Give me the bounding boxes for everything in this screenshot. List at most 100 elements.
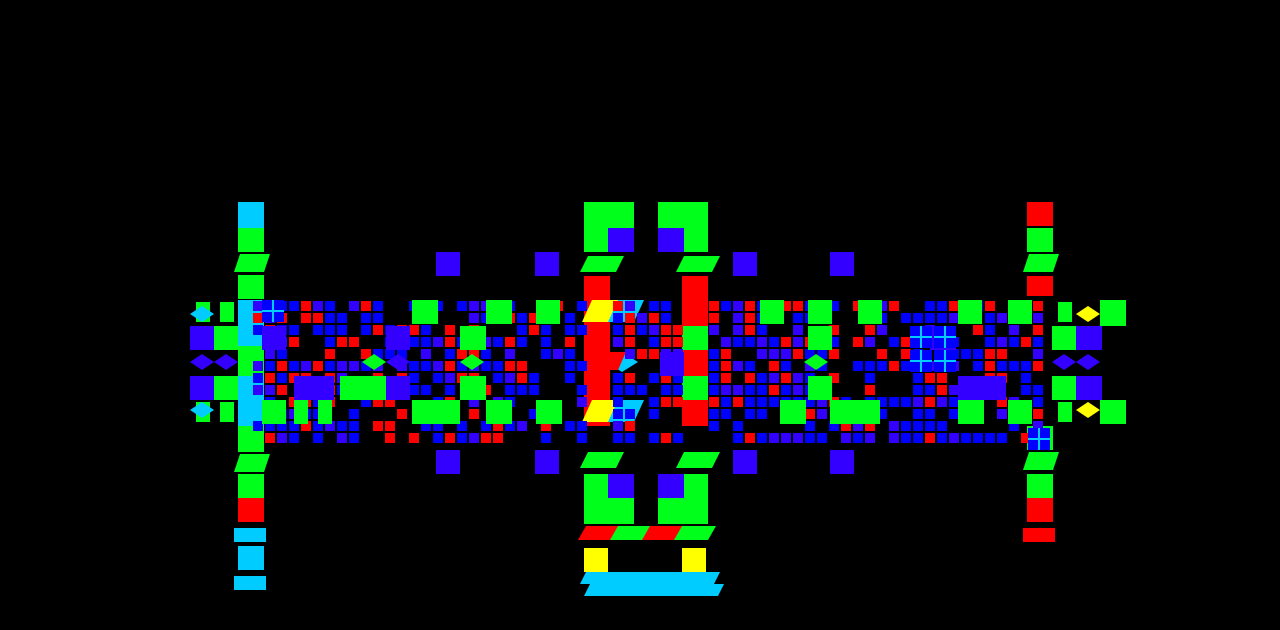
band-cell bbox=[781, 361, 791, 371]
band-green-block bbox=[1008, 400, 1032, 424]
band-cell bbox=[385, 397, 395, 407]
band-cell bbox=[661, 385, 671, 395]
tile-violet-diamond bbox=[386, 354, 410, 370]
band-cell bbox=[925, 409, 935, 419]
band-cell bbox=[769, 397, 779, 407]
band-cell bbox=[865, 433, 875, 443]
band-cell bbox=[877, 325, 887, 335]
band-green-block bbox=[340, 376, 388, 400]
band-cell bbox=[625, 385, 635, 395]
tile-green bbox=[214, 326, 238, 350]
band-cell bbox=[673, 433, 683, 443]
band-green-block bbox=[780, 400, 806, 424]
band-cell bbox=[1009, 361, 1019, 371]
tile-yellow bbox=[682, 548, 706, 572]
band-green-block bbox=[412, 400, 460, 424]
band-cell bbox=[325, 337, 335, 347]
band-cell bbox=[961, 433, 971, 443]
band-cell bbox=[409, 433, 419, 443]
band-cell bbox=[793, 325, 803, 335]
tile-green-parallelogram bbox=[580, 452, 624, 468]
band-cell bbox=[565, 373, 575, 383]
band-cell bbox=[649, 397, 659, 407]
band-cell bbox=[649, 349, 659, 359]
band-cell bbox=[613, 337, 623, 347]
band-cell bbox=[505, 385, 515, 395]
band-cell bbox=[253, 373, 263, 383]
band-green-block bbox=[486, 300, 512, 324]
band-cell bbox=[733, 337, 743, 347]
band-cell bbox=[469, 301, 479, 311]
band-cell bbox=[985, 301, 995, 311]
band-cell bbox=[457, 421, 467, 431]
band-green-block bbox=[318, 400, 332, 424]
band-cell bbox=[541, 433, 551, 443]
tile-red bbox=[238, 498, 264, 522]
band-cell bbox=[301, 361, 311, 371]
band-cell bbox=[985, 349, 995, 359]
band-cell bbox=[361, 397, 371, 407]
band-cell bbox=[973, 361, 983, 371]
band-cell bbox=[565, 325, 575, 335]
band-cell bbox=[313, 421, 323, 431]
band-cell bbox=[313, 301, 323, 311]
tile-cyan-diamond bbox=[190, 402, 214, 418]
tile-green-parallelogram bbox=[234, 454, 270, 472]
band-cell bbox=[1033, 385, 1043, 395]
band-cell bbox=[253, 313, 263, 323]
grid-line bbox=[910, 360, 932, 362]
band-cell bbox=[517, 373, 527, 383]
band-cell bbox=[913, 421, 923, 431]
band-cell bbox=[613, 373, 623, 383]
band-cell bbox=[493, 373, 503, 383]
band-cell bbox=[649, 337, 659, 347]
band-violet-block bbox=[294, 376, 334, 400]
band-cell bbox=[901, 433, 911, 443]
tile-red-parallelogram bbox=[642, 526, 684, 540]
band-cell bbox=[757, 349, 767, 359]
band-cell bbox=[433, 337, 443, 347]
tile-violet bbox=[608, 228, 634, 252]
band-cell bbox=[289, 337, 299, 347]
tile-yellow-diamond bbox=[1076, 306, 1100, 322]
band-cell bbox=[745, 373, 755, 383]
band-cell bbox=[817, 349, 827, 359]
band-cell bbox=[541, 421, 551, 431]
band-cell bbox=[985, 433, 995, 443]
band-cell bbox=[565, 313, 575, 323]
band-cell bbox=[961, 349, 971, 359]
band-cell bbox=[793, 301, 803, 311]
tile-green bbox=[238, 275, 264, 299]
band-cell bbox=[769, 373, 779, 383]
band-cell bbox=[901, 313, 911, 323]
band-cell bbox=[517, 361, 527, 371]
band-cell bbox=[421, 349, 431, 359]
tile-violet-diamond bbox=[1052, 354, 1076, 370]
band-cell bbox=[877, 397, 887, 407]
band-cell bbox=[841, 421, 851, 431]
band-cell bbox=[757, 433, 767, 443]
band-cell bbox=[409, 337, 419, 347]
band-cell bbox=[421, 337, 431, 347]
tile-green bbox=[1027, 228, 1053, 252]
band-cell bbox=[829, 325, 839, 335]
band-cell bbox=[445, 349, 455, 359]
tile-green bbox=[682, 326, 708, 350]
band-cell bbox=[421, 421, 431, 431]
band-cell bbox=[997, 397, 1007, 407]
band-cell bbox=[625, 421, 635, 431]
band-green-block bbox=[1008, 300, 1032, 324]
band-cell bbox=[349, 421, 359, 431]
band-cell bbox=[265, 349, 275, 359]
band-cell bbox=[661, 397, 671, 407]
band-cell bbox=[709, 421, 719, 431]
band-green-block bbox=[958, 300, 982, 324]
band-cell bbox=[301, 421, 311, 431]
band-cell bbox=[1033, 337, 1043, 347]
band-cell bbox=[769, 337, 779, 347]
band-cell bbox=[613, 385, 623, 395]
band-cell bbox=[469, 433, 479, 443]
band-cell bbox=[709, 397, 719, 407]
pillar-right-top bbox=[1027, 202, 1053, 226]
